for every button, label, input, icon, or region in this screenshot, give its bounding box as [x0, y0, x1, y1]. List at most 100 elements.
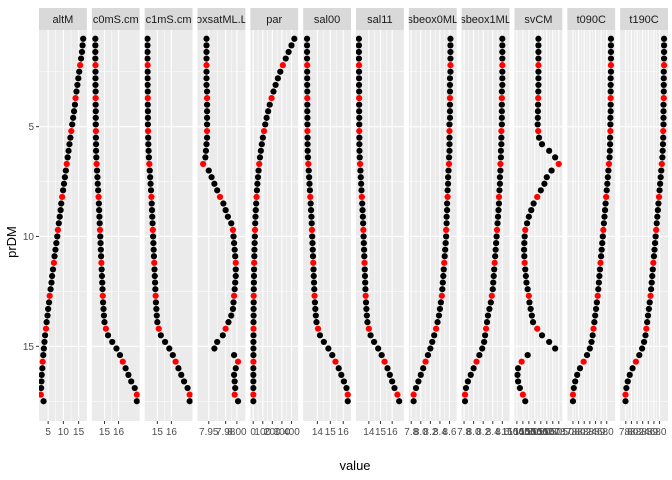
data-point	[651, 239, 659, 247]
data-point	[70, 108, 78, 115]
data-point	[588, 338, 595, 346]
data-point	[150, 253, 158, 260]
data-point	[602, 200, 609, 207]
data-point	[358, 193, 365, 201]
data-point	[59, 193, 66, 201]
data-point	[229, 305, 237, 313]
data-point	[446, 141, 453, 148]
data-point	[431, 332, 438, 339]
data-point	[232, 365, 239, 372]
data-point	[360, 233, 367, 240]
data-point	[251, 233, 258, 240]
data-point	[548, 167, 555, 174]
panel-svCM: svCM 1504.51505.01505.51506.01506.51507.0…	[502, 8, 574, 438]
data-point	[538, 141, 546, 148]
data-point	[282, 55, 289, 62]
data-point	[367, 332, 374, 339]
data-point	[495, 207, 502, 214]
x-tick-label: 8.4	[486, 427, 500, 438]
data-point	[92, 127, 100, 135]
data-point	[250, 371, 257, 378]
data-point	[203, 62, 210, 69]
data-point	[660, 94, 667, 102]
data-point	[304, 121, 311, 128]
data-point	[92, 114, 99, 121]
data-point	[530, 200, 537, 207]
data-point	[647, 292, 654, 299]
gridlines-sal11	[356, 30, 404, 421]
data-point	[422, 358, 429, 365]
data-point	[606, 147, 613, 154]
data-point	[654, 213, 661, 220]
data-point	[303, 42, 311, 49]
x-tick-label: 8.4	[583, 427, 597, 438]
data-point	[605, 167, 612, 174]
x-tick-label: 8.2	[630, 427, 644, 438]
data-point	[228, 220, 235, 227]
data-point	[152, 299, 160, 306]
data-point	[599, 239, 606, 247]
data-point	[74, 81, 81, 89]
data-point	[308, 226, 316, 233]
data-point	[652, 233, 659, 240]
data-point	[497, 147, 504, 154]
data-point	[250, 279, 257, 286]
data-point	[291, 35, 298, 42]
data-point	[356, 101, 363, 108]
data-point	[626, 371, 633, 378]
data-point	[629, 365, 636, 372]
data-point	[491, 266, 498, 273]
data-point	[262, 121, 269, 128]
data-point	[437, 299, 444, 306]
data-point	[499, 81, 506, 89]
data-point	[356, 141, 363, 148]
data-point	[360, 246, 368, 253]
data-point	[527, 305, 534, 313]
data-point	[529, 319, 537, 326]
data-point	[535, 35, 542, 42]
data-point	[99, 286, 106, 293]
data-point	[309, 233, 316, 240]
data-point	[574, 371, 581, 378]
data-point	[311, 299, 319, 306]
data-point	[660, 35, 668, 42]
strip-label-par: par	[266, 14, 282, 26]
data-point	[231, 246, 238, 253]
data-point	[145, 147, 152, 154]
x-tick-label: 8.6	[589, 427, 603, 438]
data-point	[42, 325, 50, 332]
data-point	[467, 371, 474, 378]
data-point	[653, 226, 660, 233]
data-point	[311, 286, 318, 293]
x-tick-label: 8.6	[443, 427, 457, 438]
data-point	[420, 365, 427, 372]
data-point	[362, 286, 369, 293]
data-point	[76, 68, 83, 75]
data-point	[356, 62, 363, 69]
x-tick-label: 16	[338, 427, 350, 438]
data-point	[100, 312, 108, 319]
data-point	[250, 299, 257, 306]
data-point	[144, 62, 151, 69]
data-point	[53, 239, 60, 247]
data-point	[186, 391, 193, 398]
data-point	[442, 246, 449, 253]
data-point	[518, 358, 525, 365]
data-point	[444, 187, 451, 194]
data-point	[535, 75, 542, 82]
x-tick-label: 1505.5	[514, 427, 545, 438]
data-point	[232, 384, 239, 392]
data-point	[363, 312, 370, 319]
data-point	[535, 81, 542, 89]
strip-sbeox0ML	[408, 8, 457, 30]
panel-sal00: sal00 14 15 16	[303, 8, 351, 438]
strip-t090C	[567, 8, 616, 30]
points-t190C	[622, 35, 668, 405]
data-point	[498, 88, 505, 95]
data-point	[154, 319, 161, 326]
data-point	[92, 62, 99, 69]
x-tick-label: 7.95	[199, 427, 219, 438]
x-tick-label: 1508.0	[543, 427, 574, 438]
data-point	[94, 174, 101, 181]
